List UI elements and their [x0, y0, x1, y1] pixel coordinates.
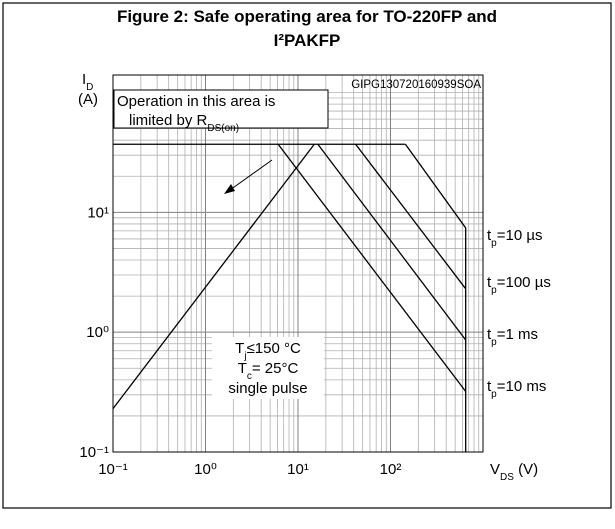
conditions-box	[212, 337, 324, 399]
plot-border	[112, 74, 484, 453]
x-axis-label-part: DS	[500, 472, 514, 483]
y-axis-label-part: I	[82, 71, 86, 88]
series-label: tp=10 µs	[487, 227, 543, 249]
series-label-part: t	[487, 378, 492, 395]
series-label: tp=1 ms	[487, 326, 538, 348]
condition-text-part: j	[243, 351, 246, 362]
note-text: limited by RDS(on)	[129, 112, 239, 134]
x-tick-label: 10¹	[287, 461, 309, 478]
condition-text: Tc= 25°C	[238, 360, 299, 382]
condition-text: single pulse	[228, 380, 307, 397]
chart-title: Figure 2: Safe operating area for TO-220…	[117, 7, 497, 26]
y-tick-label: 10⁰	[86, 324, 109, 341]
series-label-part: t	[487, 274, 492, 291]
series-label: tp=10 ms	[487, 378, 546, 400]
series-label-part: p	[491, 238, 497, 249]
y-tick-label: 10⁻¹	[79, 444, 109, 461]
frame	[2, 2, 612, 509]
series-line	[277, 143, 467, 392]
y-axis-label: ID	[82, 71, 93, 93]
note-text-part: limited by R	[129, 112, 208, 129]
code-label: GIPG130720160939SOA	[351, 79, 481, 91]
x-axis-label: VDS (V)	[490, 461, 538, 483]
note-box	[113, 89, 329, 129]
series-label-part: p	[491, 337, 497, 348]
series-label-part: p	[491, 389, 497, 400]
y-axis-label: (A)	[78, 91, 98, 108]
condition-text-part: T	[238, 360, 247, 377]
series-label-part: p	[491, 285, 497, 296]
series-label-part: t	[487, 227, 492, 244]
series-label: tp=100 µs	[487, 274, 551, 296]
x-axis-label-part: V	[490, 461, 500, 478]
series-label-part: =100 µs	[497, 274, 551, 291]
condition-text-part: ≤150 °C	[247, 340, 301, 357]
arrow-head	[224, 184, 235, 194]
series-line	[317, 143, 467, 341]
condition-text-part: = 25°C	[252, 360, 299, 377]
series-label-part: =1 ms	[497, 326, 538, 343]
condition-text-part: T	[235, 340, 244, 357]
y-axis-label-part: D	[86, 82, 93, 93]
note-text: Operation in this area is	[117, 93, 275, 110]
series-label-part: =10 ms	[497, 378, 547, 395]
series-label-part: t	[487, 326, 492, 343]
condition-text-part: single pulse	[228, 380, 307, 397]
x-tick-label: 10⁰	[194, 461, 217, 478]
x-axis-label-part: (V)	[514, 461, 538, 478]
condition-text: Tj≤150 °C	[235, 340, 301, 362]
x-tick-label: 10²	[380, 461, 402, 478]
series-line	[404, 143, 467, 452]
chart-title: I²PAKFP	[274, 31, 341, 50]
x-tick-label: 10⁻¹	[98, 461, 128, 478]
series-label-part: =10 µs	[497, 227, 543, 244]
series-line	[112, 143, 315, 410]
arrow-line	[229, 159, 273, 191]
note-text-part: DS(on)	[207, 123, 239, 134]
series-line	[355, 143, 467, 290]
y-tick-label: 10¹	[87, 204, 109, 221]
condition-text-part: c	[247, 371, 252, 382]
